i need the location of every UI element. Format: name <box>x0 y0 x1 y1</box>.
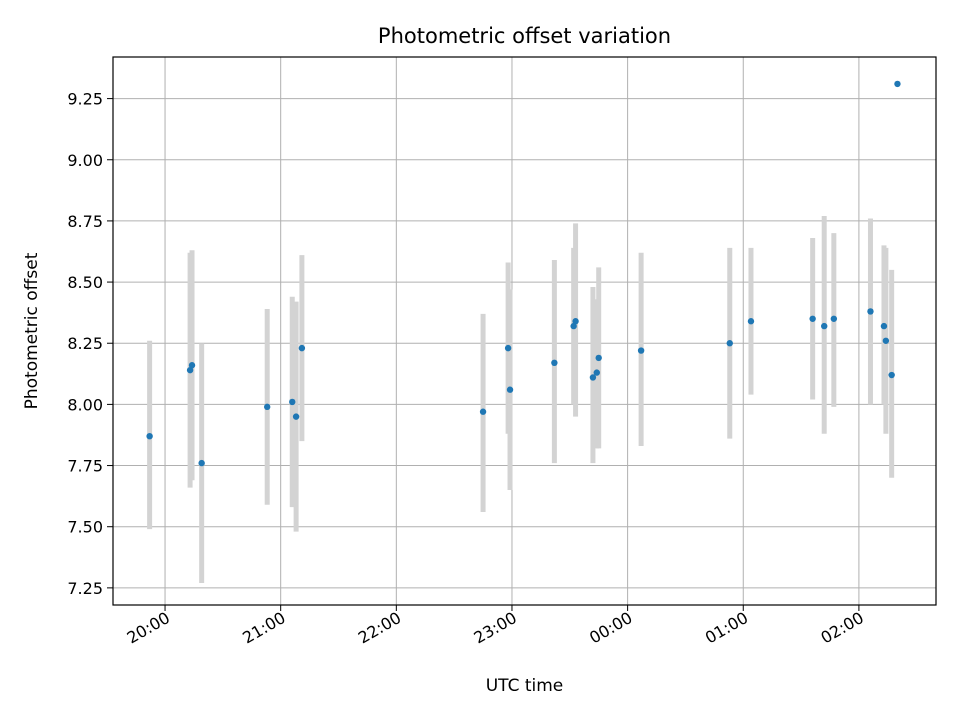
data-point <box>809 315 816 322</box>
chart-title: Photometric offset variation <box>378 24 671 48</box>
data-point <box>593 369 600 376</box>
data-point <box>894 80 901 88</box>
data-point <box>747 318 755 325</box>
data-point <box>882 337 890 344</box>
y-tick-label: 8.50 <box>67 273 103 292</box>
data-point <box>888 371 895 379</box>
data-point <box>726 340 733 347</box>
y-axis-title: Photometric offset <box>22 252 42 409</box>
data-point <box>637 347 645 354</box>
y-tick-label: 7.75 <box>67 457 103 476</box>
y-axis: 7.25 7.50 7.75 8.00 8.25 8.50 8.75 9.00 9.25 <box>67 90 113 598</box>
y-tick-label: 8.75 <box>67 212 103 231</box>
data-point <box>263 403 271 411</box>
y-tick-label: 7.50 <box>67 518 103 537</box>
data-point <box>479 408 487 415</box>
data-point <box>504 344 512 352</box>
data-point <box>570 322 577 330</box>
y-tick-label: 9.00 <box>67 151 103 170</box>
y-tick-label: 8.25 <box>67 334 103 353</box>
plot-frame <box>112 56 937 606</box>
data-point <box>821 322 828 330</box>
data-point <box>186 366 194 374</box>
data-point <box>506 386 514 393</box>
data-point <box>589 374 597 381</box>
y-tick-label: 8.00 <box>67 395 103 414</box>
data-point <box>572 318 579 325</box>
grid <box>113 57 936 605</box>
data-point <box>867 308 874 315</box>
data-point <box>551 359 558 367</box>
data-point <box>289 398 296 406</box>
y-tick-label: 9.25 <box>67 90 103 109</box>
data-point <box>188 362 196 369</box>
data-point <box>146 432 153 440</box>
data-point <box>198 459 205 467</box>
y-tick-label: 7.25 <box>67 579 103 598</box>
data-point <box>595 354 602 362</box>
data-point <box>292 413 300 420</box>
data-point <box>830 315 838 322</box>
data-point <box>298 344 306 352</box>
data-points <box>146 80 901 467</box>
x-axis-title: UTC time <box>486 676 564 696</box>
data-point <box>880 322 888 330</box>
